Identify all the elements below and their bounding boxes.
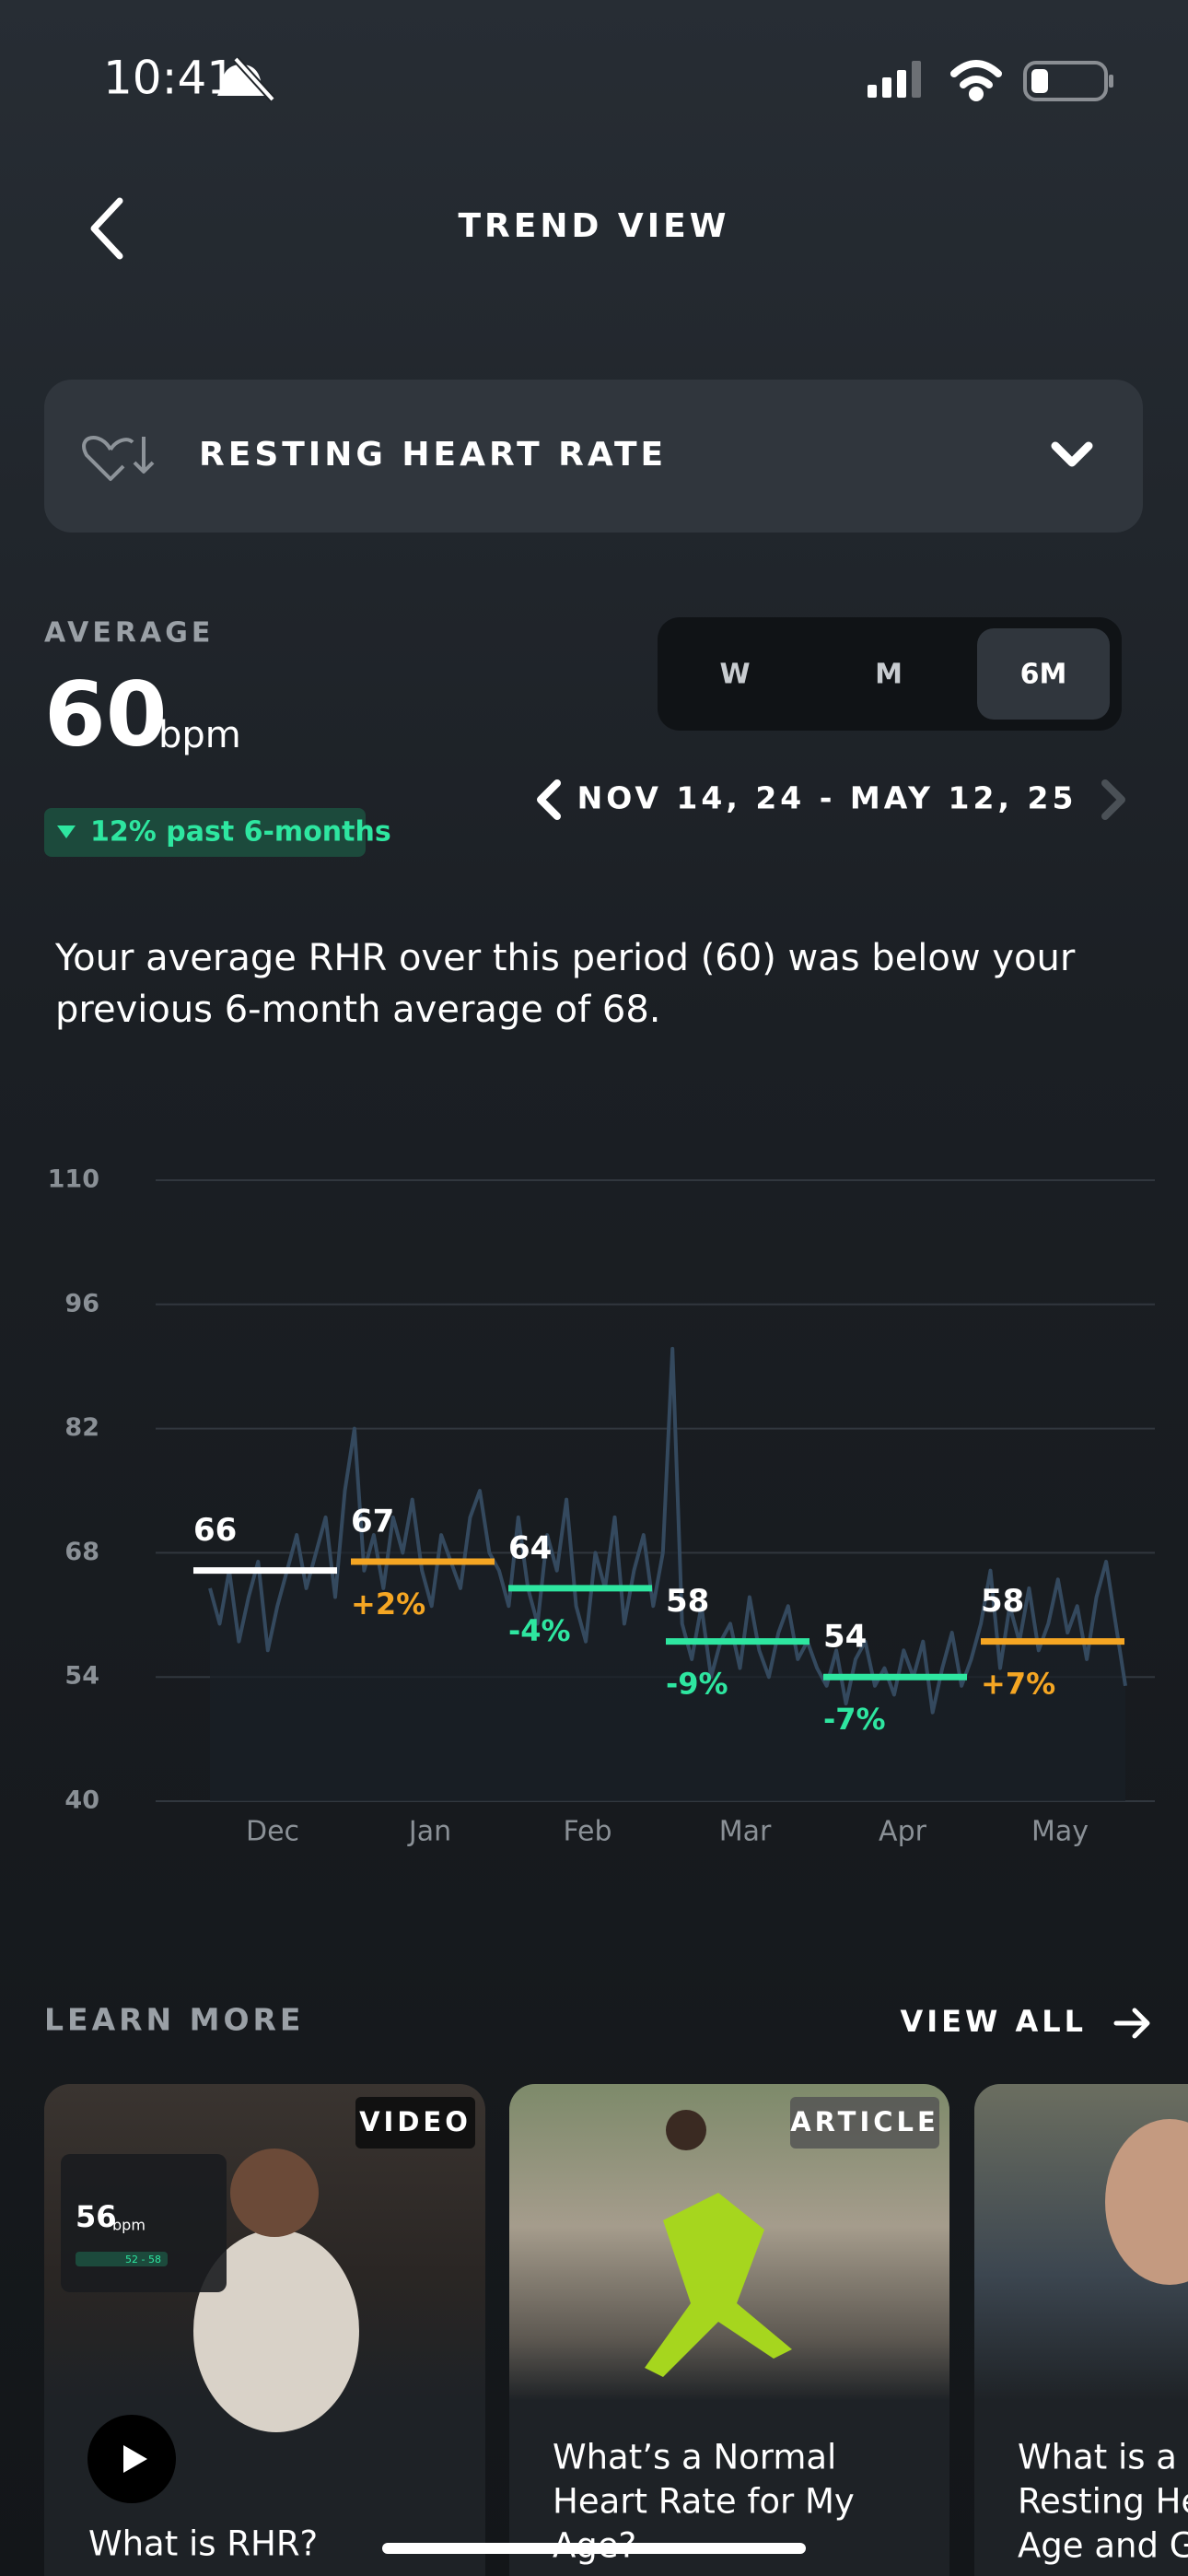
y-tick-label: 96: [64, 1289, 99, 1317]
y-tick-label: 40: [64, 1786, 99, 1815]
y-tick-label: 54: [64, 1662, 99, 1691]
tag-background: [355, 2097, 475, 2149]
card-title: What is RHR?: [88, 2524, 318, 2564]
signal-icon: [868, 61, 921, 98]
next-range[interactable]: [1101, 779, 1125, 820]
battery-icon: [1023, 61, 1113, 101]
change-badge: 12% past 6-months: [44, 808, 391, 857]
change-label: -4%: [508, 1613, 571, 1648]
card-title: Age and Gender?: [1018, 2526, 1188, 2566]
thumb-range: 52 - 58: [125, 2254, 161, 2266]
card-tag: VIDEO: [359, 2106, 472, 2137]
range-tab[interactable]: M: [875, 659, 903, 691]
card-title: Resting Heart Rate for My: [1018, 2482, 1188, 2522]
back-button[interactable]: [90, 197, 123, 260]
arrow-icon: [1113, 2008, 1150, 2039]
dropdown-chevron: [1051, 441, 1093, 467]
x-tick-label: Dec: [246, 1816, 299, 1848]
runner-head: [666, 2110, 706, 2150]
section-title: LEARN MORE: [44, 2002, 304, 2038]
change-label: -7%: [823, 1702, 886, 1737]
card-title: What’s a Normal: [553, 2438, 836, 2477]
average-value: 60: [44, 662, 168, 766]
description-line: previous 6-month average of 68.: [55, 989, 661, 1031]
tab-selected: [977, 628, 1110, 720]
description-line: Your average RHR over this period (60) w…: [54, 937, 1076, 979]
previous-range[interactable]: [537, 779, 561, 820]
article-card[interactable]: 56 bpm 52 - 58 VIDEO What is RHR?: [44, 2084, 485, 2576]
average-label: 66: [193, 1512, 237, 1549]
x-tick-label: Feb: [563, 1816, 611, 1848]
mute-icon: [217, 56, 275, 102]
range-tab[interactable]: W: [719, 659, 750, 691]
article-card[interactable]: ARTICLE What’s a Normal Heart Rate for M…: [509, 2084, 949, 2576]
date-range: NOV 14, 24 - MAY 12, 25: [577, 780, 1077, 816]
average-unit: bpm: [158, 714, 241, 756]
y-tick-label: 68: [64, 1538, 99, 1566]
article-card[interactable]: What is a Good Resting Heart Rate for My…: [974, 2084, 1188, 2576]
view-all[interactable]: VIEW ALL: [900, 2004, 1150, 2039]
wifi-icon: [950, 60, 1002, 101]
heart-icon: [82, 436, 155, 481]
dropdown-background: [44, 380, 1143, 533]
y-tick-label: 82: [64, 1413, 99, 1442]
play-icon: [123, 2445, 147, 2473]
metric-label: RESTING HEART RATE: [199, 436, 667, 474]
card-tag: ARTICLE: [790, 2106, 939, 2137]
change-text: 12% past 6-months: [90, 816, 391, 849]
average-label: 67: [351, 1504, 394, 1540]
change-label: +2%: [351, 1587, 425, 1622]
average-label: 58: [981, 1583, 1024, 1620]
y-tick-label: 110: [48, 1165, 99, 1194]
runner: [645, 2193, 792, 2377]
average-label: AVERAGE: [44, 617, 214, 650]
screen-title: TREND VIEW: [459, 207, 730, 245]
card-title: Heart Rate for My: [553, 2482, 855, 2522]
metric-dropdown[interactable]: RESTING HEART RATE: [44, 380, 1143, 533]
card-title: What is a Good: [1018, 2438, 1188, 2477]
average-label: 58: [666, 1583, 709, 1620]
person: [1105, 2119, 1188, 2285]
person: [193, 2230, 359, 2432]
change-label: +7%: [981, 1667, 1055, 1702]
x-tick-label: Mar: [719, 1816, 772, 1848]
down-triangle: [57, 825, 76, 838]
trend-chart: 40 54 68 82 96 110 Dec 66 Jan 67 +2% Feb 64 -4% Mar 58 -…: [48, 1165, 1155, 1848]
daily-line: [208, 1346, 1127, 1715]
tag-background: [790, 2097, 939, 2149]
person-head: [230, 2149, 319, 2237]
range-tab[interactable]: 6M: [1020, 659, 1067, 691]
clock: 10:41: [103, 52, 236, 105]
x-tick-label: Jan: [407, 1816, 451, 1848]
thumb-unit: bpm: [112, 2217, 146, 2234]
x-tick-label: May: [1031, 1816, 1089, 1848]
thumb-range-bar: [76, 2252, 168, 2266]
change-label: -9%: [666, 1667, 728, 1702]
thumb-value: 56: [76, 2199, 117, 2234]
average-label: 54: [823, 1619, 867, 1656]
badge-background: [44, 808, 366, 857]
view-all-label: VIEW ALL: [900, 2004, 1087, 2039]
x-tick-label: Apr: [879, 1816, 927, 1848]
average-label: 64: [508, 1529, 552, 1566]
home-indicator: [382, 2543, 806, 2554]
